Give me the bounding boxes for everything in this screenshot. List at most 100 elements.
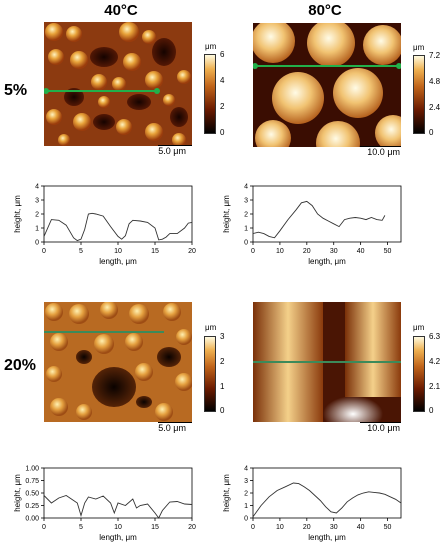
y-tick-label: 3 <box>244 478 248 485</box>
y-tick-label: 0.25 <box>25 503 39 510</box>
plot-frame <box>252 185 402 243</box>
column-title-40c: 40°C <box>104 2 138 19</box>
row-label-5pct: 5% <box>4 82 28 99</box>
colorbar-tick: 6.3 <box>429 332 441 341</box>
afm-image-20pct-40c <box>44 302 192 422</box>
x-tick-label: 15 <box>151 524 159 531</box>
colorbar-tick: 2.1 <box>429 382 441 391</box>
row-label-20pct: 20% <box>4 357 37 374</box>
colorbar-5pct-40c <box>204 54 216 134</box>
colorbar-tick: 4 <box>220 76 225 85</box>
colorbar-unit-20pct-80c: μm <box>413 323 425 332</box>
x-tick-label: 10 <box>276 524 284 531</box>
x-tick-label: 50 <box>384 248 392 255</box>
colorbar-tick: 0 <box>220 406 225 415</box>
x-tick-label: 10 <box>114 524 122 531</box>
afm-texture-5pct-40c <box>44 22 192 146</box>
x-tick-label: 5 <box>79 524 83 531</box>
afm-texture-5pct-80c <box>253 23 401 147</box>
x-tick-label: 20 <box>303 248 311 255</box>
x-tick-label: 20 <box>303 524 311 531</box>
y-tick-label: 0.00 <box>25 516 39 523</box>
x-tick-label: 40 <box>357 524 365 531</box>
x-tick-label: 0 <box>251 524 255 531</box>
colorbar-tick: 0 <box>220 128 225 137</box>
y-tick-label: 2 <box>244 491 248 498</box>
colorbar-tick: 3 <box>220 332 225 341</box>
x-axis-label: length, μm <box>99 257 137 266</box>
colorbar-tick: 4.2 <box>429 357 441 366</box>
y-axis-label: height, μm <box>222 195 231 233</box>
scale-bar-5pct-40c <box>158 145 192 146</box>
x-axis-label: length, μm <box>308 533 346 542</box>
x-tick-label: 20 <box>188 248 196 255</box>
profile-line <box>252 482 402 518</box>
colorbar-tick: 6 <box>220 50 225 59</box>
y-tick-label: 2 <box>35 212 39 219</box>
height-profile-5pct-40c: 0 5 10 15 20 0 1 2 3 4 length, μm height, μm <box>13 184 196 267</box>
y-tick-label: 3 <box>244 198 248 205</box>
colorbar-unit-20pct-40c: μm <box>205 323 217 332</box>
profile-line <box>43 495 193 519</box>
profile-line <box>43 212 193 242</box>
column-title-80c: 80°C <box>308 2 342 19</box>
y-tick-label: 1 <box>35 226 39 233</box>
colorbar-5pct-80c <box>413 55 425 134</box>
x-tick-label: 0 <box>42 524 46 531</box>
profile-line <box>252 200 386 239</box>
y-axis-label: height, μm <box>13 474 22 512</box>
scale-bar-20pct-40c <box>158 422 192 423</box>
y-tick-label: 4 <box>244 184 248 191</box>
colorbar-tick: 0 <box>429 128 434 137</box>
colorbar-tick: 2.4 <box>429 103 441 112</box>
afm-texture-20pct-80c <box>253 302 401 422</box>
colorbar-tick: 7.2 <box>429 51 441 60</box>
colorbar-20pct-40c <box>204 336 216 412</box>
height-profile-5pct-80c: 0 10 20 30 40 50 0 1 2 3 4 length, μm height, μm <box>222 184 402 266</box>
afm-texture-20pct-40c <box>44 302 192 422</box>
x-tick-label: 0 <box>42 248 46 255</box>
colorbar-tick: 0 <box>429 406 434 415</box>
x-tick-label: 40 <box>357 248 365 255</box>
y-axis-label: height, μm <box>222 474 231 512</box>
y-tick-label: 4 <box>35 184 39 191</box>
x-axis-label: length, μm <box>99 533 137 542</box>
colorbar-20pct-80c <box>413 336 425 412</box>
x-tick-label: 0 <box>251 248 255 255</box>
colorbar-tick: 2 <box>220 357 225 366</box>
afm-image-20pct-80c <box>253 302 401 422</box>
scale-label-20pct-80c: 10.0 μm <box>367 423 400 433</box>
x-tick-label: 15 <box>151 248 159 255</box>
x-tick-label: 50 <box>384 524 392 531</box>
x-tick-label: 10 <box>276 248 284 255</box>
y-tick-label: 4 <box>244 466 248 473</box>
colorbar-unit-5pct-80c: μm <box>413 43 425 52</box>
scale-bar-20pct-80c <box>360 422 401 423</box>
x-tick-label: 5 <box>79 248 83 255</box>
colorbar-tick: 4.8 <box>429 77 441 86</box>
x-tick-label: 10 <box>114 248 122 255</box>
scale-label-20pct-40c: 5.0 μm <box>158 423 186 433</box>
x-tick-label: 20 <box>188 524 196 531</box>
height-profile-20pct-40c: 0 5 10 15 20 0.00 0.25 0.50 0.75 1.00 length, μm he… <box>13 466 196 543</box>
y-tick-label: 1.00 <box>25 466 39 473</box>
y-tick-label: 1 <box>244 503 248 510</box>
y-axis-label: height, μm <box>13 195 22 233</box>
y-tick-label: 0 <box>244 240 248 247</box>
scale-bar-5pct-80c <box>360 146 401 147</box>
afm-image-5pct-40c <box>44 22 192 146</box>
x-tick-label: 30 <box>330 524 338 531</box>
y-tick-label: 0.50 <box>25 491 39 498</box>
plot-frame <box>43 467 193 519</box>
y-tick-label: 0.75 <box>25 478 39 485</box>
x-axis-label: length, μm <box>308 257 346 266</box>
scale-label-5pct-80c: 10.0 μm <box>367 147 400 157</box>
scale-label-5pct-40c: 5.0 μm <box>158 146 186 156</box>
colorbar-tick: 2 <box>220 102 225 111</box>
colorbar-tick: 1 <box>220 382 225 391</box>
height-profile-20pct-80c: 0 10 20 30 40 50 0 1 2 3 4 length, μm height, μm <box>222 466 402 542</box>
y-tick-label: 1 <box>244 226 248 233</box>
y-tick-label: 0 <box>244 516 248 523</box>
y-tick-label: 3 <box>35 198 39 205</box>
x-tick-label: 30 <box>330 248 338 255</box>
